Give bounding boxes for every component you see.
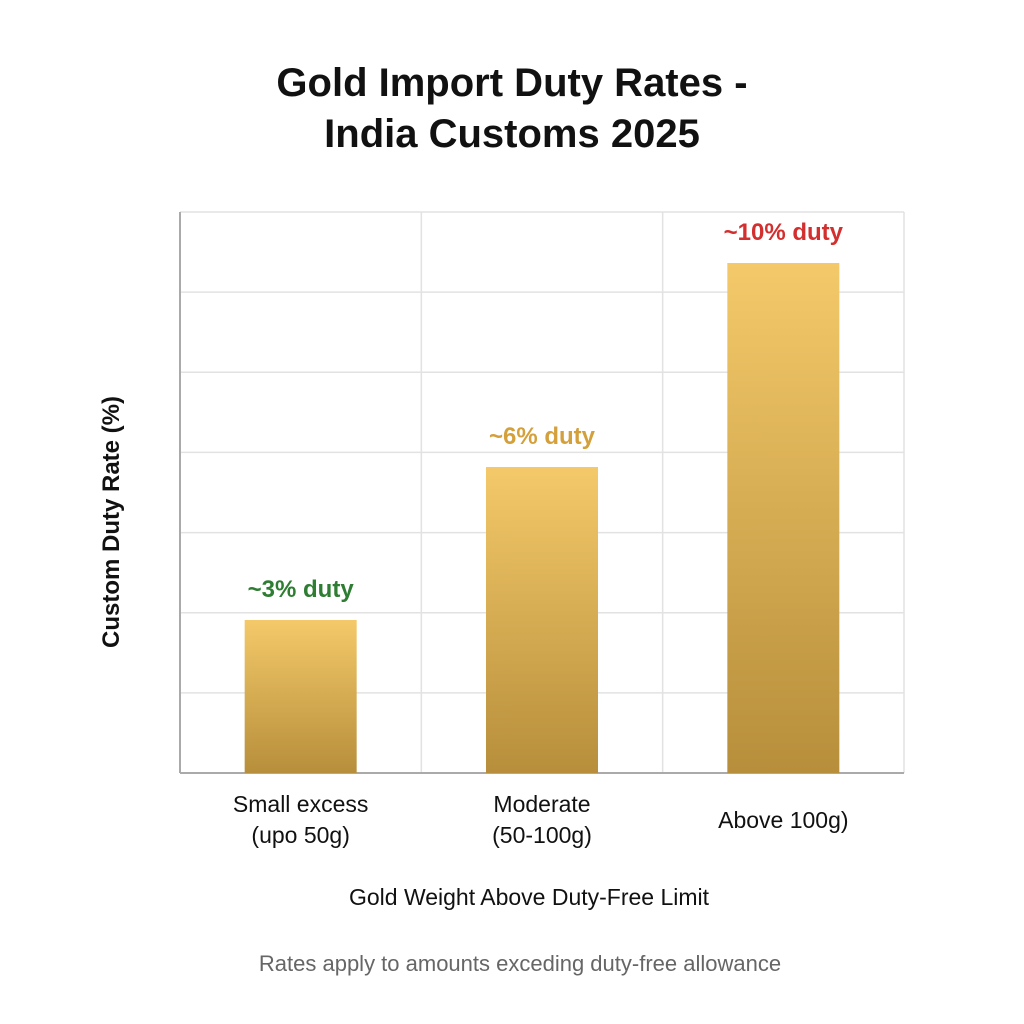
x-tick-label: Moderate (50-100g) xyxy=(492,791,592,848)
data-label: ~6% duty xyxy=(488,423,596,450)
bar xyxy=(244,620,357,773)
chart-title: Gold Import Duty Rates - India Customs 2… xyxy=(276,61,748,156)
data-label: ~3% duty xyxy=(247,576,354,603)
x-axis-label: Gold Weight Above Duty-Free Limit xyxy=(348,884,710,910)
bar xyxy=(486,467,598,773)
footnote: Rates apply to amounts exceding duty-fre… xyxy=(258,951,782,976)
x-tick-label: Small excess (upo 50g) xyxy=(232,791,369,848)
y-axis-label: Custom Duty Rate (%) xyxy=(98,395,125,649)
bar xyxy=(727,263,840,773)
x-tick-label: Above 100g) xyxy=(718,806,849,833)
data-label: ~10% duty xyxy=(723,219,844,246)
